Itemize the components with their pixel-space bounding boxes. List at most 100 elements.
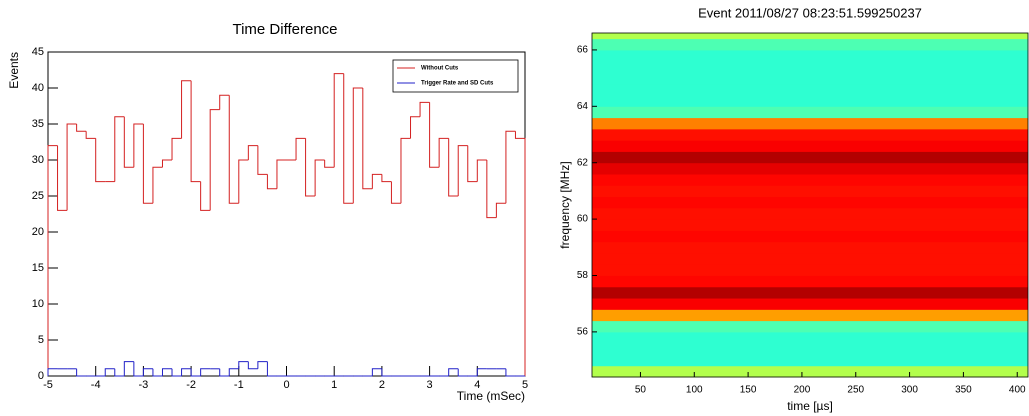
histogram-bin [142,368,153,376]
legend-label: Without Cuts [421,66,459,72]
heatmap-band [592,252,1028,265]
histogram-bin [505,368,516,377]
heatmap-band [592,173,1028,186]
plot-frame [591,32,1029,378]
histogram-bin [200,368,211,376]
histogram-bin [514,131,526,376]
heatmap-band [592,83,1028,96]
histogram-bin [247,361,258,370]
y-tick-label: 25 [32,190,44,202]
histogram-bin [238,159,249,204]
histogram-bin [171,137,182,160]
plot-frame [47,51,526,377]
heatmap-band [592,230,1028,243]
y-axis-label: frequency [MHz] [558,161,572,248]
heatmap-band [592,33,1028,40]
x-tick-label: 300 [901,385,918,396]
histogram-bin [152,166,163,204]
x-tick-label: -5 [43,379,53,391]
histogram-bin [47,145,58,376]
heatmap-band [592,196,1028,209]
histogram-bin [238,361,249,369]
x-tick-label: 5 [522,379,528,391]
histogram-bin [505,130,516,204]
histogram-bin [343,73,354,204]
y-tick-label: 40 [32,82,44,94]
histogram-bin [228,95,239,204]
heatmap-band [592,241,1028,254]
histogram-bin [467,145,478,183]
x-tick-label: 3 [427,379,433,391]
histogram-bin [114,368,125,377]
y-tick-label: 5 [38,334,44,346]
x-tick-label: 1 [331,379,337,391]
histogram-bin [247,145,258,160]
histogram-bin [171,368,182,377]
histogram-bin [66,123,77,211]
histogram-bin [276,159,287,189]
histogram-bin [181,368,192,376]
histogram-bin [295,137,306,160]
histogram-bin [390,181,401,204]
histogram-bin [219,368,230,377]
heatmap-band [592,151,1028,164]
histogram-bin [448,138,459,197]
histogram-bin [104,368,115,376]
histogram-bin [371,173,382,189]
y-tick-label: 15 [32,262,44,274]
histogram-bin [476,368,487,376]
histogram-bin [495,202,506,218]
y-tick-label: 64 [577,101,589,112]
histogram-bin [429,102,440,168]
heatmap-band [592,49,1028,62]
x-tick-label: 150 [740,385,757,396]
histogram-bin [362,88,373,190]
histogram-bin [133,123,144,168]
x-tick-label: 200 [794,385,811,396]
x-tick-label: 0 [283,379,289,391]
heatmap-band [592,162,1028,175]
y-tick-label: 35 [32,118,44,130]
x-tick-label: -1 [234,379,244,391]
heatmap-band [592,72,1028,85]
histogram-bin [257,145,268,175]
heatmap-band [592,343,1028,355]
histogram-bin [114,116,125,182]
chart-title: Event 2011/08/27 08:23:51.599250237 [698,5,922,20]
histogram-bin [371,368,382,376]
histogram-bin [152,368,163,377]
histogram-bin [266,361,277,377]
histogram-bin [381,174,392,183]
histogram-bin [161,159,173,168]
heatmap-band [592,128,1028,141]
chart-title: Time Difference [232,21,337,38]
heatmap-band [592,61,1028,73]
heatmap-band [592,365,1028,378]
heatmap-band [592,219,1028,231]
histogram-bin [142,124,153,204]
histogram-bin [57,145,68,211]
y-axis-label: Events [7,52,21,89]
histogram-bin [123,116,134,168]
histogram-bin [257,361,268,369]
heatmap-band [592,331,1028,344]
y-tick-label: 10 [32,298,44,310]
histogram-bin [190,80,201,183]
histogram-bin [123,361,134,376]
histogram-bin [381,368,392,377]
y-tick-label: 66 [577,45,589,56]
x-axis-label: Time (mSec) [457,389,525,403]
histogram-bin [352,87,363,204]
histogram-bin [95,138,106,183]
x-tick-label: -4 [91,379,101,391]
y-tick-label: 60 [577,214,589,225]
y-tick-label: 20 [32,226,44,238]
histogram-bin [76,124,87,132]
heatmap-band [592,185,1028,198]
x-tick-label: 400 [1009,385,1026,396]
heatmap-band [592,264,1028,276]
heatmap-band [592,140,1028,152]
y-tick-label: 56 [577,327,589,338]
x-tick-label: -3 [139,379,149,391]
